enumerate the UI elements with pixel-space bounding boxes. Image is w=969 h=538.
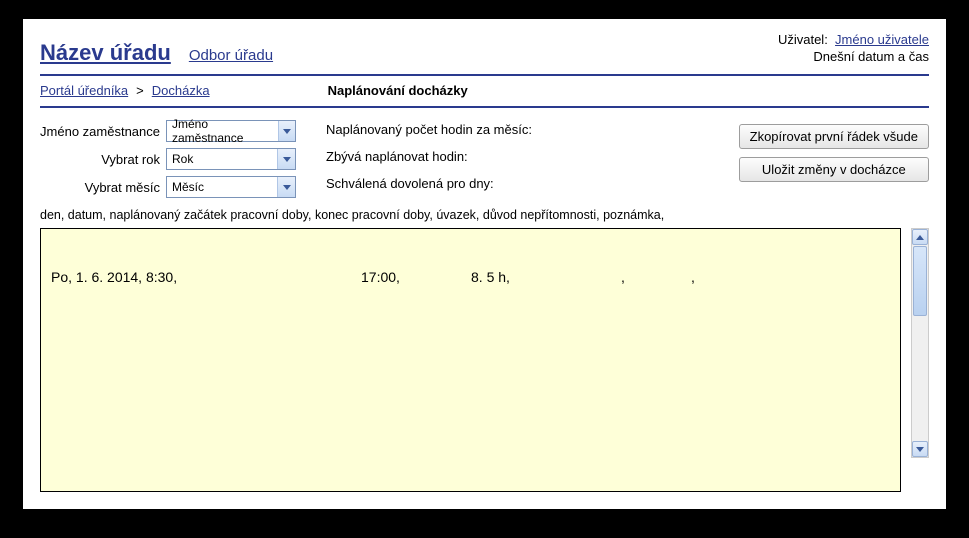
datetime-text: Dnešní datum a čas — [778, 49, 929, 64]
breadcrumb-attendance[interactable]: Docházka — [152, 83, 210, 98]
approved-vacation-text: Schválená dovolená pro dny: — [326, 176, 626, 191]
editor-cell: Po, 1. 6. 2014, 8:30, — [51, 269, 361, 285]
columns-description: den, datum, naplánovaný začátek pracovní… — [40, 204, 929, 228]
scroll-up-icon[interactable] — [912, 229, 928, 245]
editor-cell: , — [691, 269, 721, 285]
employee-select-value: Jméno zaměstnance — [172, 117, 278, 145]
editor-cell: , — [621, 269, 691, 285]
user-label: Uživatel: — [778, 32, 828, 47]
planned-hours-text: Naplánovaný počet hodin za měsíc: — [326, 122, 626, 137]
scroll-down-icon[interactable] — [912, 441, 928, 457]
month-select-value: Měsíc — [172, 180, 204, 194]
vertical-scrollbar[interactable] — [911, 228, 929, 458]
attendance-editor[interactable]: Po, 1. 6. 2014, 8:30, 17:00, 8. 5 h, , , — [40, 228, 901, 492]
remaining-hours-text: Zbývá naplánovat hodin: — [326, 149, 626, 164]
month-label: Vybrat měsíc — [40, 180, 160, 195]
editor-row: Po, 1. 6. 2014, 8:30, 17:00, 8. 5 h, , , — [51, 269, 890, 285]
department-link[interactable]: Odbor úřadu — [189, 47, 273, 64]
save-changes-button[interactable]: Uložit změny v docházce — [739, 157, 929, 182]
header-bar: Název úřadu Odbor úřadu Uživatel: Jméno … — [40, 28, 929, 76]
breadcrumb-portal[interactable]: Portál úředníka — [40, 83, 128, 98]
user-name-link[interactable]: Jméno uživatele — [835, 32, 929, 47]
scroll-thumb[interactable] — [913, 246, 927, 316]
year-select[interactable]: Rok — [166, 148, 296, 170]
chevron-down-icon — [277, 149, 295, 169]
employee-label: Jméno zaměstnance — [40, 124, 160, 139]
chevron-down-icon — [277, 177, 295, 197]
chevron-down-icon — [278, 121, 295, 141]
office-name-link[interactable]: Název úřadu — [40, 40, 171, 66]
year-select-value: Rok — [172, 152, 193, 166]
year-label: Vybrat rok — [40, 152, 160, 167]
month-select[interactable]: Měsíc — [166, 176, 296, 198]
editor-cell: 17:00, — [361, 269, 471, 285]
editor-cell: 8. 5 h, — [471, 269, 621, 285]
breadcrumb-sep: > — [136, 83, 144, 98]
employee-select[interactable]: Jméno zaměstnance — [166, 120, 296, 142]
breadcrumb: Portál úředníka > Docházka Naplánování d… — [40, 76, 929, 108]
page-heading: Naplánování docházky — [328, 83, 468, 98]
copy-first-row-button[interactable]: Zkopírovat první řádek všude — [739, 124, 929, 149]
